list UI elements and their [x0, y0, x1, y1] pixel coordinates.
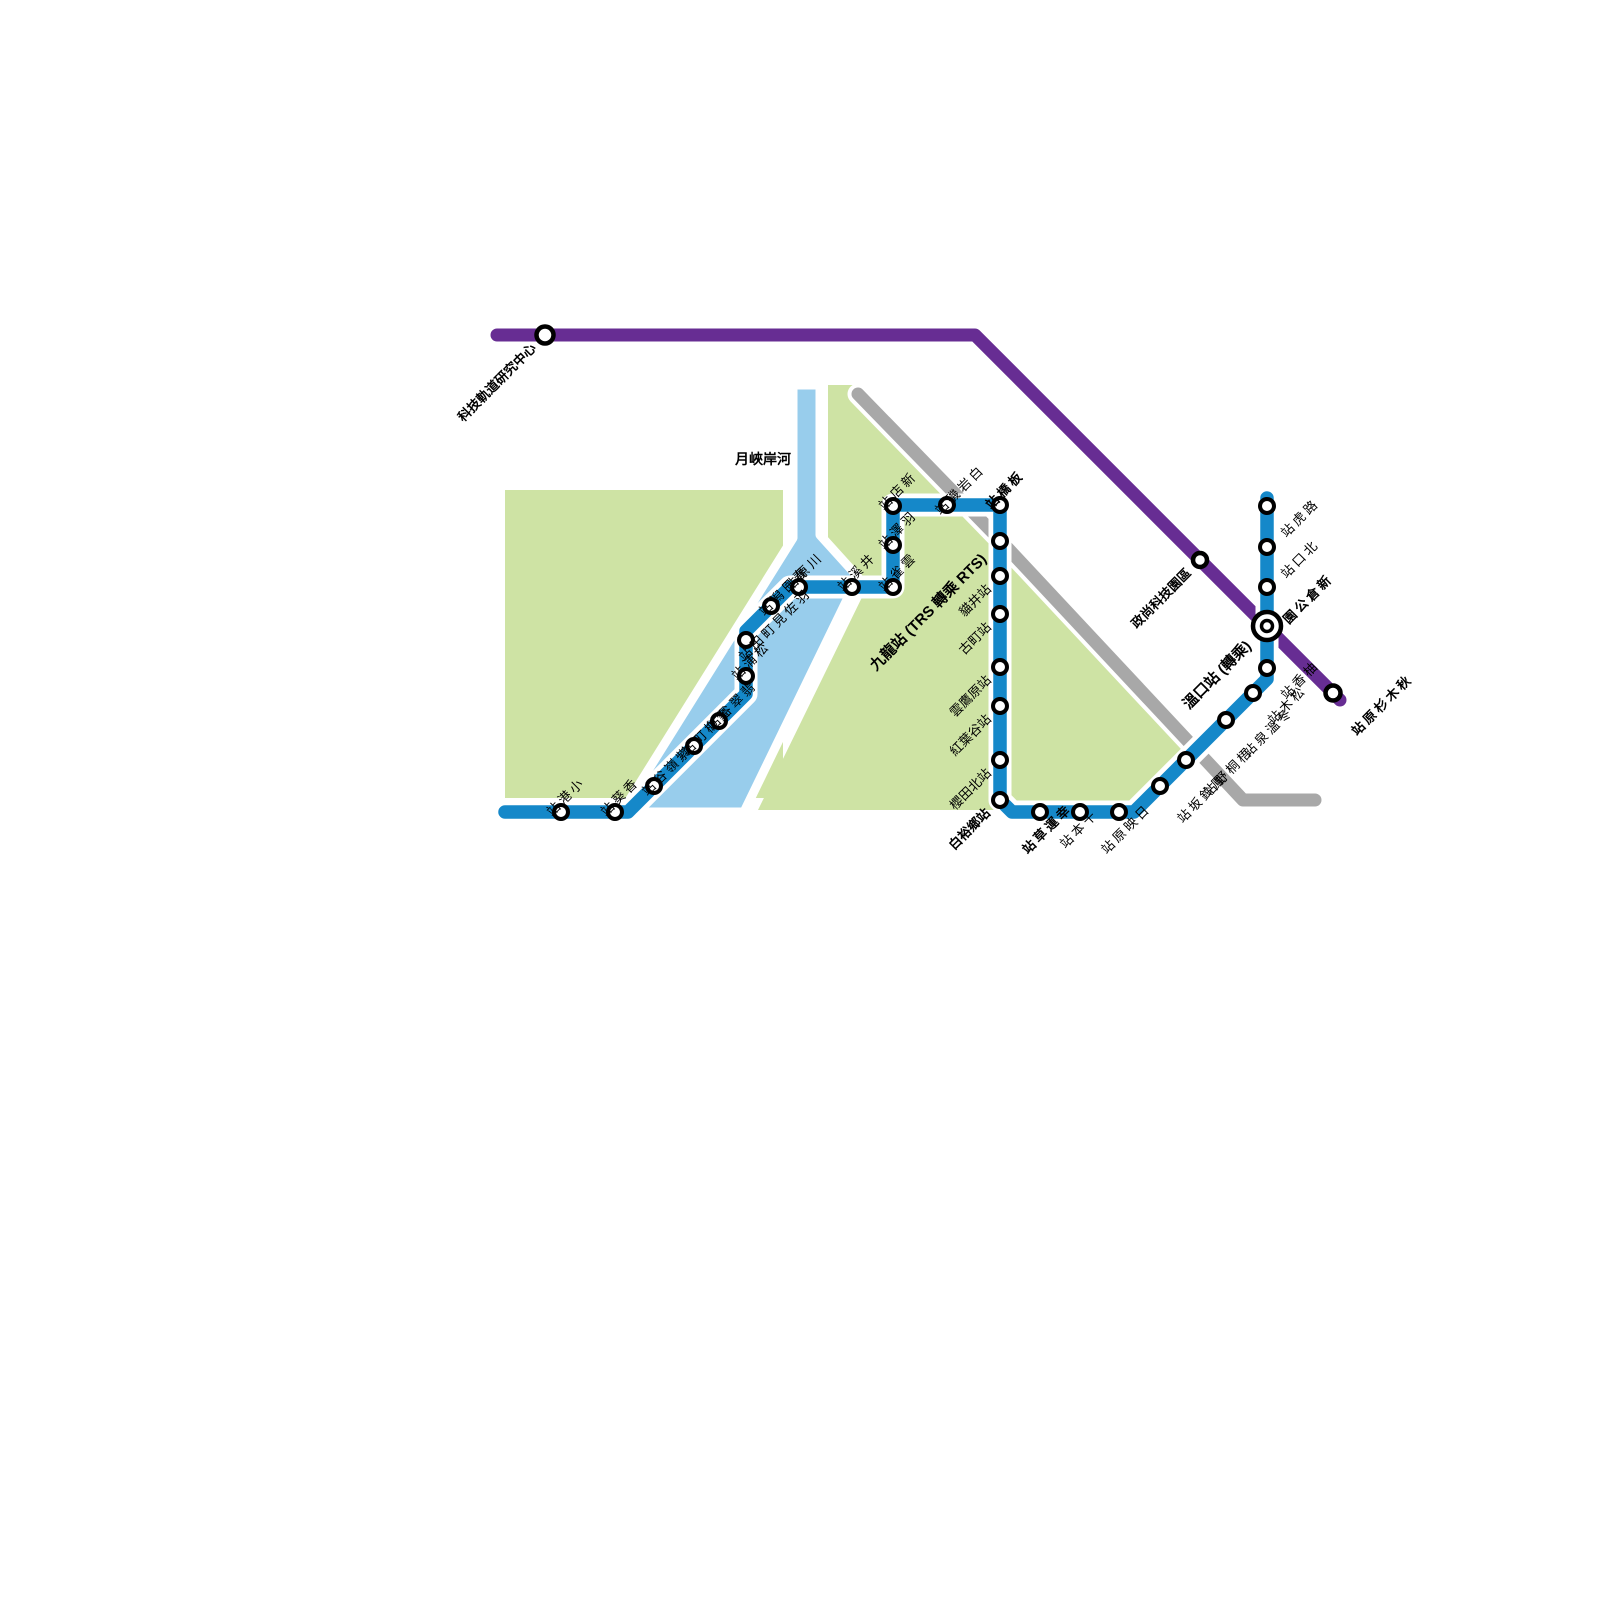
station-marker [1151, 777, 1169, 795]
purple-line [490, 328, 1347, 707]
station-marker [1258, 659, 1276, 677]
station-marker [1258, 538, 1276, 556]
station-marker [991, 567, 1009, 585]
station-marker [1258, 578, 1276, 596]
station-marker [645, 777, 663, 795]
station-marker [1244, 684, 1262, 702]
gray-line [851, 387, 1322, 807]
station-marker [737, 667, 755, 685]
station-marker [991, 751, 1009, 769]
station-marker [991, 532, 1009, 550]
station-marker [991, 791, 1009, 809]
park-area-central [758, 385, 1193, 810]
station-marker [991, 605, 1009, 623]
station-marker [884, 497, 902, 515]
station-marker [762, 597, 780, 615]
station-marker [1110, 803, 1128, 821]
station-marker-terminus [534, 324, 556, 346]
station-marker [991, 697, 1009, 715]
station-marker [1177, 751, 1195, 769]
station-marker [1258, 497, 1276, 515]
station-marker [843, 578, 861, 596]
station-marker [884, 578, 902, 596]
station-marker [790, 578, 808, 596]
station-marker [552, 803, 570, 821]
station-marker [1217, 711, 1235, 729]
station-marker [685, 737, 703, 755]
station-marker [606, 803, 624, 821]
station-marker [991, 496, 1009, 514]
station-marker [991, 658, 1009, 676]
station-marker [1190, 550, 1210, 570]
station-marker [1323, 683, 1343, 703]
station-marker [710, 712, 728, 730]
station-marker [1071, 803, 1089, 821]
river [617, 380, 863, 817]
station-marker [737, 631, 755, 649]
station-marker [884, 536, 902, 554]
interchange-marker [1250, 609, 1284, 643]
river-label: 月峽岸河 [735, 451, 791, 467]
station-marker [938, 496, 956, 514]
station-marker [1031, 803, 1049, 821]
